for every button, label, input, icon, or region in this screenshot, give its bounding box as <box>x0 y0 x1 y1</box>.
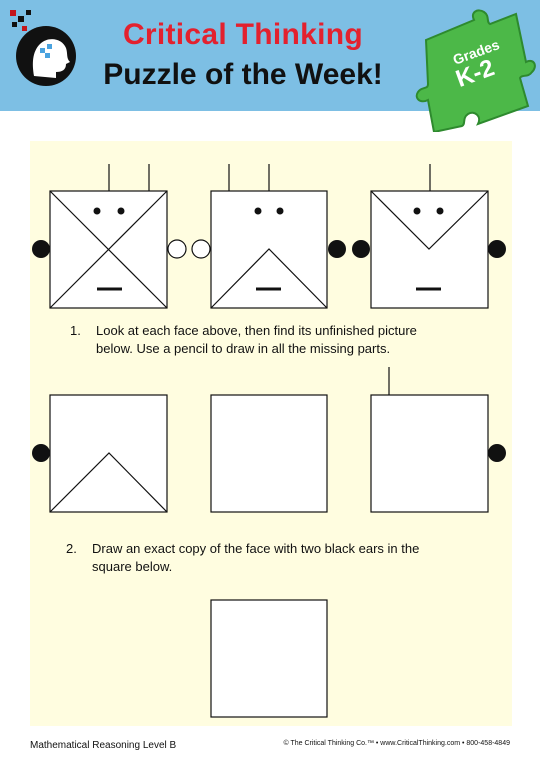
unfinished-face-2[interactable] <box>210 394 328 513</box>
unfinished-face-1[interactable] <box>32 394 168 513</box>
drawing-square[interactable] <box>210 599 328 718</box>
question-1: 1. Look at each face above, then find its… <box>70 322 490 358</box>
question-1-number: 1. <box>70 323 81 338</box>
question-2-number: 2. <box>66 541 77 556</box>
puzzle-piece-badge-icon <box>415 9 536 132</box>
face-a <box>32 164 187 309</box>
question-2: 2. Draw an exact copy of the face with tw… <box>66 540 486 576</box>
footer-level: Mathematical Reasoning Level B <box>30 740 177 751</box>
question-2-line2: square below. <box>92 559 173 574</box>
question-1-line2: below. Use a pencil to draw in all the m… <box>96 341 391 356</box>
face-c <box>352 164 506 309</box>
head-logo-icon <box>10 10 76 86</box>
title-puzzle-of-the-week: Puzzle of the Week! <box>103 58 383 91</box>
title-critical-thinking: Critical Thinking <box>122 18 364 51</box>
question-2-line1: Draw an exact copy of the face with two … <box>92 541 420 556</box>
footer-copyright: © The Critical Thinking Co.™ • www.Criti… <box>283 740 510 747</box>
question-1-line1: Look at each face above, then find its u… <box>96 323 417 338</box>
face-b <box>191 164 346 309</box>
unfinished-face-3[interactable] <box>370 367 506 513</box>
